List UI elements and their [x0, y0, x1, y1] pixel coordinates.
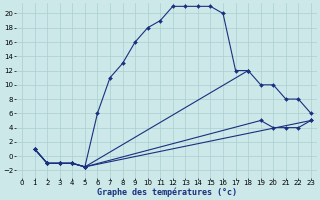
X-axis label: Graphe des températures (°c): Graphe des températures (°c): [97, 188, 236, 197]
